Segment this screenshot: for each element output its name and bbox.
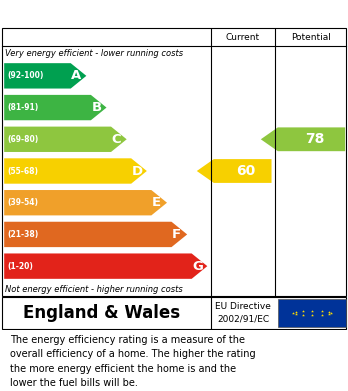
Text: Very energy efficient - lower running costs: Very energy efficient - lower running co… xyxy=(5,48,183,57)
Polygon shape xyxy=(4,127,127,152)
Text: 60: 60 xyxy=(237,164,256,178)
Text: C: C xyxy=(112,133,121,146)
Text: A: A xyxy=(71,69,82,83)
Text: Current: Current xyxy=(226,32,260,41)
Bar xyxy=(278,300,346,326)
Text: D: D xyxy=(132,165,143,178)
Text: B: B xyxy=(92,101,102,114)
Text: (1-20): (1-20) xyxy=(7,262,33,271)
Text: (92-100): (92-100) xyxy=(7,71,44,81)
Polygon shape xyxy=(4,222,187,247)
Text: Not energy efficient - higher running costs: Not energy efficient - higher running co… xyxy=(5,285,183,294)
Text: 78: 78 xyxy=(305,132,325,146)
Text: (21-38): (21-38) xyxy=(7,230,38,239)
Text: (55-68): (55-68) xyxy=(7,167,38,176)
Text: (39-54): (39-54) xyxy=(7,198,38,207)
Polygon shape xyxy=(197,159,271,183)
Polygon shape xyxy=(4,253,207,279)
Text: G: G xyxy=(192,260,203,273)
Text: Potential: Potential xyxy=(291,32,331,41)
Polygon shape xyxy=(4,95,106,120)
Polygon shape xyxy=(4,190,167,215)
Text: (69-80): (69-80) xyxy=(7,135,38,144)
Polygon shape xyxy=(4,158,147,184)
Polygon shape xyxy=(261,127,345,151)
Text: (81-91): (81-91) xyxy=(7,103,38,112)
Text: EU Directive
2002/91/EC: EU Directive 2002/91/EC xyxy=(215,302,271,324)
Text: England & Wales: England & Wales xyxy=(23,304,180,322)
Text: Energy Efficiency Rating: Energy Efficiency Rating xyxy=(10,7,220,22)
Polygon shape xyxy=(4,63,86,88)
Text: E: E xyxy=(152,196,161,209)
Text: The energy efficiency rating is a measure of the
overall efficiency of a home. T: The energy efficiency rating is a measur… xyxy=(10,335,256,388)
Text: F: F xyxy=(172,228,181,241)
